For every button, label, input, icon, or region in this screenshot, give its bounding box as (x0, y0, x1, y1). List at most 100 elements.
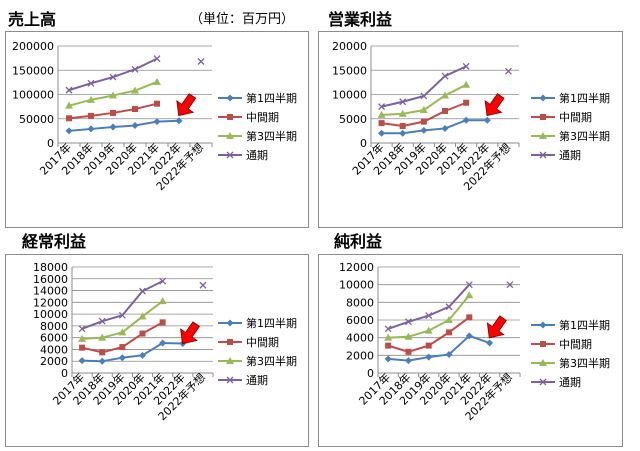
data-point (131, 122, 139, 130)
legend-marker (539, 359, 547, 366)
data-point (154, 100, 160, 107)
data-point (378, 103, 386, 111)
legend-item-q3: 第3四半期 (531, 356, 610, 370)
data-point (465, 332, 473, 340)
legend-label: 第1四半期 (559, 318, 610, 332)
data-point (420, 92, 428, 100)
y-tick-label: 4000 (40, 343, 68, 356)
y-tick-label: 6000 (40, 332, 68, 345)
legend-label: 通期 (246, 374, 268, 387)
data-point (109, 123, 117, 131)
data-point (384, 355, 392, 363)
data-point (463, 99, 470, 106)
data-point (78, 334, 87, 342)
series-q3 (65, 77, 161, 109)
data-point (384, 333, 393, 341)
unit-label: （単位：百万円） (190, 12, 295, 27)
legend-item-q3: 第3四半期 (218, 129, 297, 143)
legend-item-full: 通期 (531, 376, 581, 389)
series-half (378, 99, 470, 130)
chart-panel-sales: 0 50000 100000 150000 200000 2017年 2018年 2019年 2… (5, 31, 309, 228)
y-tick-label: 4000 (346, 332, 374, 345)
legend-item-half: 中間期 (531, 338, 592, 351)
y-tick-label: 14000 (33, 285, 68, 298)
series-q1 (65, 117, 183, 135)
red-arrow-icon (484, 93, 505, 117)
red-arrow-icon (180, 321, 201, 345)
series-line (387, 283, 471, 330)
data-point (420, 118, 427, 125)
data-point (405, 348, 412, 355)
data-point (159, 319, 166, 326)
legend-marker (540, 114, 546, 120)
data-point (197, 58, 205, 65)
legend-label: 第3四半期 (246, 129, 297, 143)
legend-item-q1: 第1四半期 (218, 316, 297, 330)
data-point (159, 339, 167, 347)
y-tick-label: 200000 (12, 40, 54, 53)
series-full (378, 62, 512, 111)
series-full (65, 55, 205, 94)
data-point (384, 325, 392, 333)
data-point (442, 107, 448, 114)
data-point (404, 357, 412, 365)
data-point (420, 126, 428, 134)
data-point (504, 67, 512, 75)
data-point (153, 118, 161, 126)
legend-label: 中間期 (246, 336, 279, 349)
data-point (377, 110, 386, 118)
data-point (378, 129, 386, 137)
data-point (87, 95, 95, 103)
legend-label: 中間期 (559, 338, 592, 351)
legend-item-half: 中間期 (218, 336, 279, 349)
legend-item-full: 通期 (218, 149, 268, 162)
legend-label: 第3四半期 (246, 354, 297, 368)
y-tick-label: 5000 (339, 113, 367, 126)
data-point (88, 112, 94, 119)
legend-label: 第3四半期 (559, 356, 610, 370)
data-point (65, 127, 73, 135)
y-tick-label: 6000 (346, 314, 374, 327)
y-tick-label: 12000 (339, 261, 374, 274)
series-line (81, 280, 164, 330)
title-sales: 売上高 (8, 10, 57, 29)
data-point (79, 344, 86, 351)
data-point (110, 109, 116, 116)
series-q3 (377, 80, 471, 118)
data-point (486, 339, 494, 347)
legend-marker (226, 94, 234, 102)
legend-marker (539, 151, 547, 159)
data-point (131, 86, 139, 94)
data-point (78, 357, 86, 365)
red-arrow-icon (176, 93, 197, 117)
y-tick-label: 20000 (332, 40, 367, 53)
chart-svg: 0200040006000800010000120001400016000180… (33, 261, 297, 423)
series-line (68, 119, 180, 132)
data-point (424, 326, 433, 334)
y-tick-label: 0 (47, 137, 54, 150)
legend-item-q3: 第3四半期 (531, 129, 610, 143)
data-point (404, 332, 413, 340)
data-point (404, 318, 412, 326)
data-point (441, 124, 449, 132)
data-point (132, 106, 138, 113)
chart-panel-ordinary-profit: 0 2000 4000 6000 8000 10000 12000 14000 16000 180… (5, 254, 309, 447)
data-point (445, 303, 453, 311)
data-point (66, 115, 72, 122)
data-point (425, 312, 433, 320)
data-point (159, 277, 167, 285)
data-point (139, 351, 146, 359)
y-tick-label: 2000 (346, 349, 374, 362)
y-tick-label: 10000 (339, 279, 374, 292)
data-point (109, 73, 117, 81)
y-tick-label: 10000 (332, 89, 367, 102)
data-point (118, 311, 126, 319)
legend-item-half: 中間期 (218, 111, 279, 124)
series-q1 (78, 339, 187, 365)
legend-marker (539, 378, 547, 386)
data-point (98, 317, 106, 325)
legend-label: 中間期 (246, 111, 279, 124)
chart-svg: 0200040006000800010000120002017年2018年201… (339, 261, 610, 423)
